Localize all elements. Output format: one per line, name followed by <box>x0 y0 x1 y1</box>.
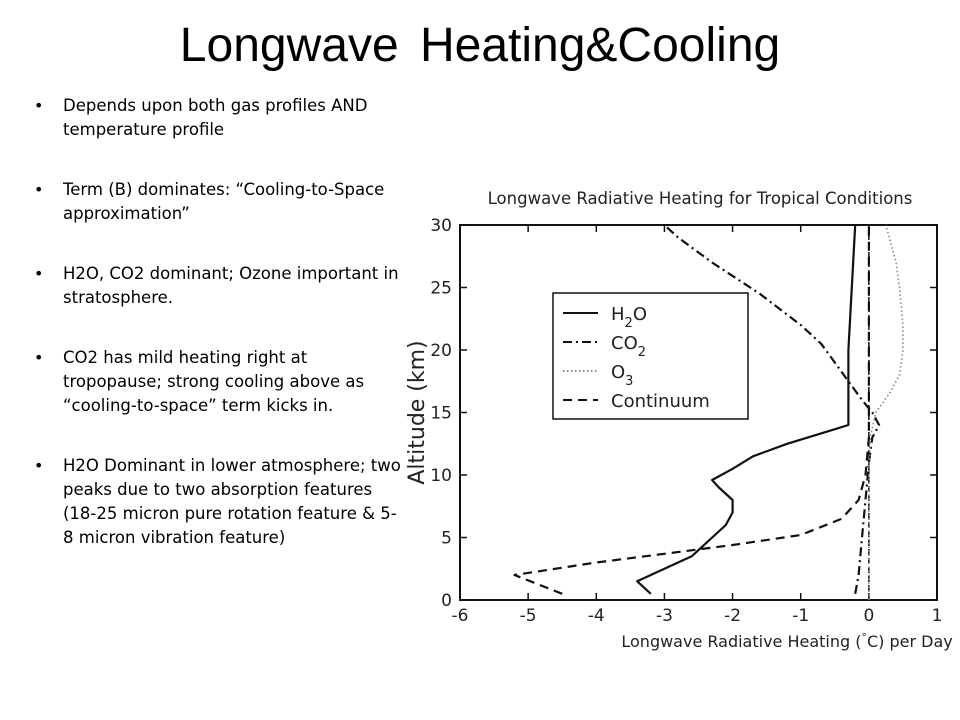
bullet-text: Depends upon both gas profiles AND tempe… <box>63 96 368 139</box>
x-tick-label: 1 <box>932 606 943 626</box>
series-line-co2 <box>663 224 881 594</box>
bullet-item: • CO2 has mild heating right at tropopaus… <box>34 346 406 418</box>
series-layer <box>513 224 904 600</box>
y-tick-label: 0 <box>441 591 452 611</box>
legend-label-subscript: 3 <box>625 374 633 389</box>
bullet-text: H2O, CO2 dominant; Ozone important in st… <box>63 264 399 307</box>
y-tick-label: 20 <box>430 341 452 361</box>
bullet-item: • Term (B) dominates: “Cooling-to-Space a… <box>34 178 406 226</box>
slide-title: Longwave Heating&Cooling <box>179 19 781 72</box>
chart-title: Longwave Radiative Heating for Tropical … <box>488 189 913 208</box>
legend-label: Continuum <box>611 391 710 412</box>
legend-label: CO2 <box>611 333 646 360</box>
legend-label-tail: O <box>633 304 647 325</box>
y-tick-label: 25 <box>430 279 452 299</box>
y-axis-label: Altitude (km) <box>405 340 430 484</box>
x-tick-label: -5 <box>520 606 537 626</box>
bullet-dot-icon: • <box>34 456 44 475</box>
bullet-dot-icon: • <box>34 264 44 283</box>
y-tick-label: 10 <box>430 466 452 486</box>
x-axis-label-part: C) per Day <box>867 632 953 651</box>
y-tick-label: 30 <box>430 216 452 236</box>
bullet-text: CO2 has mild heating right at tropopause… <box>63 348 365 415</box>
bullet-item: • H2O Dominant in lower atmosphere; two p… <box>34 454 406 550</box>
bullet-dot-icon: • <box>34 96 44 115</box>
bullet-dot-icon: • <box>34 180 44 199</box>
x-axis-label-degree: ° <box>862 631 868 644</box>
x-axis-label: Longwave Radiative Heating (°C) per Day <box>621 631 952 651</box>
legend-label: O3 <box>611 362 633 389</box>
legend-label-main: O <box>611 362 625 383</box>
x-tick-label: -4 <box>588 606 605 626</box>
bullet-list: • Depends upon both gas profiles AND temp… <box>34 94 406 586</box>
legend-label-main: Continuum <box>611 391 710 412</box>
x-tick-label: -1 <box>792 606 809 626</box>
bullet-text: Term (B) dominates: “Cooling-to-Space ap… <box>63 180 385 223</box>
x-tick-label: 0 <box>863 606 874 626</box>
x-tick-label: -2 <box>724 606 741 626</box>
y-tick-label: 15 <box>430 404 452 424</box>
legend-label-main: H <box>611 304 625 325</box>
series-line-o3 <box>868 224 904 600</box>
x-tick-label: -6 <box>452 606 469 626</box>
legend-label: H2O <box>611 304 647 331</box>
legend-label-main: CO <box>611 333 638 354</box>
x-axis-label-part: Longwave Radiative Heating ( <box>621 632 861 651</box>
y-tick-label: 5 <box>441 529 452 549</box>
series-line-h2o <box>636 224 857 595</box>
bullet-text: H2O Dominant in lower atmosphere; two pe… <box>63 456 401 547</box>
legend-label-subscript: 2 <box>625 316 633 331</box>
bullet-item: • H2O, CO2 dominant; Ozone important in s… <box>34 262 406 310</box>
x-tick-label: -3 <box>656 606 673 626</box>
bullet-item: • Depends upon both gas profiles AND temp… <box>34 94 406 142</box>
legend-label-subscript: 2 <box>638 345 646 360</box>
series-line-continuum <box>513 225 870 595</box>
bullet-dot-icon: • <box>34 348 44 367</box>
